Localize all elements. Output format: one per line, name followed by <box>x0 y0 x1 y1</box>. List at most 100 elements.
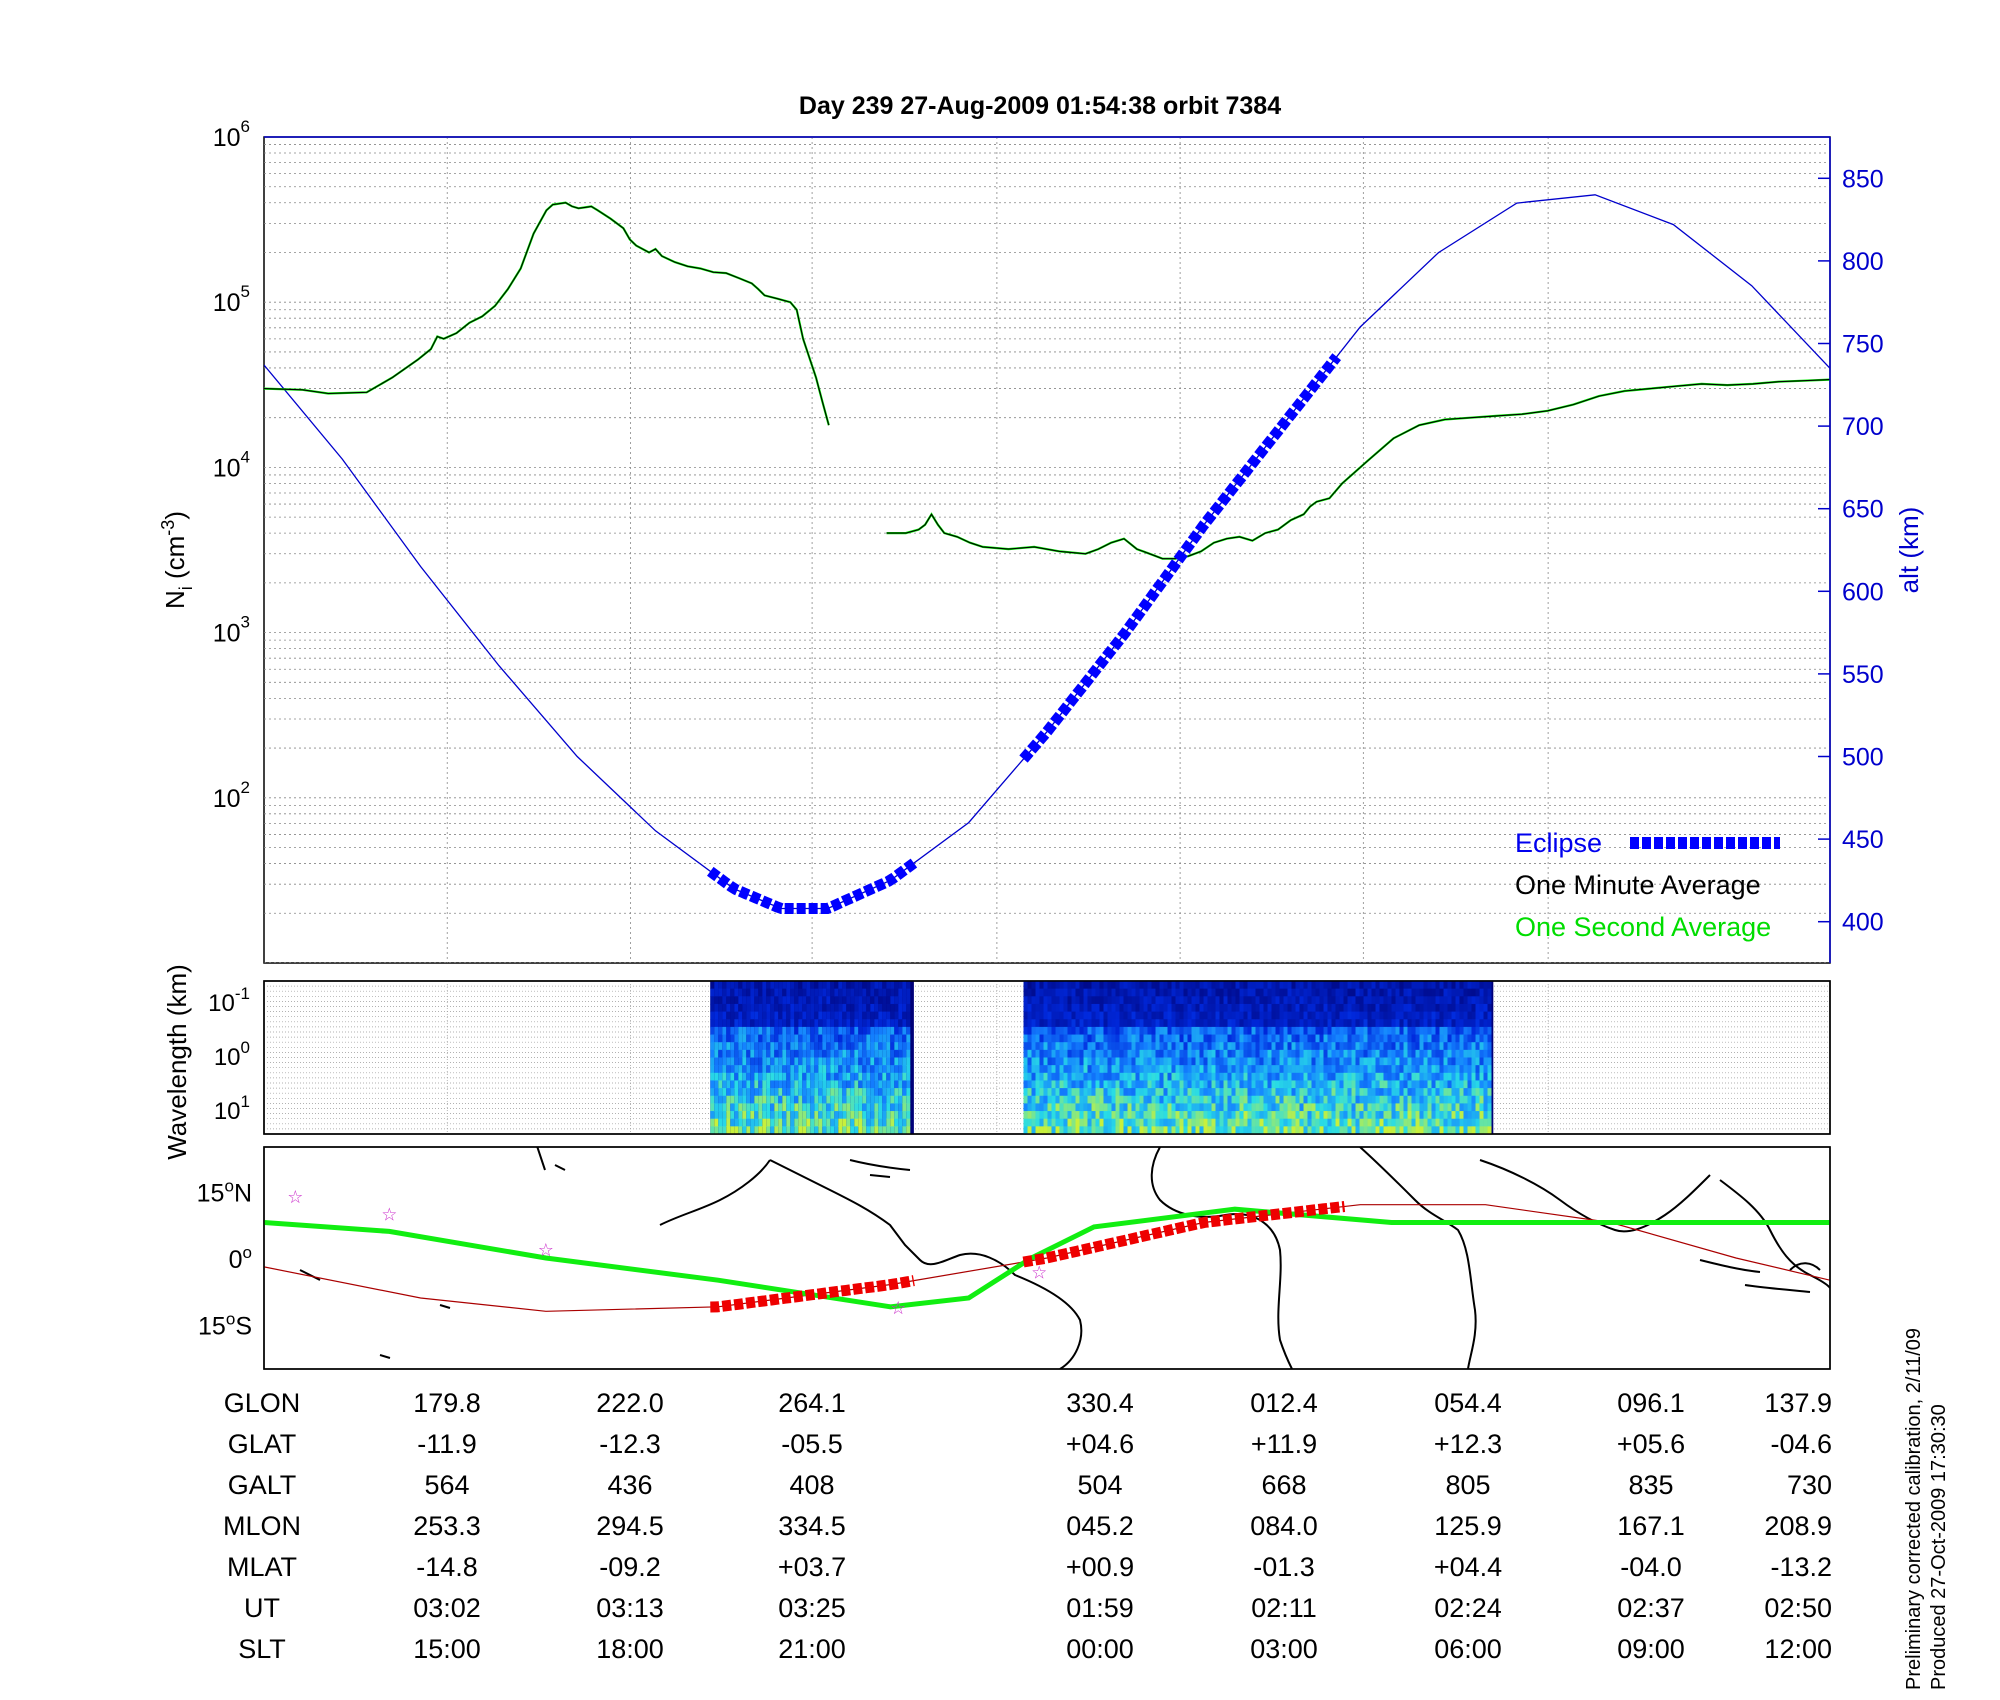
spectrogram-cell <box>902 1049 907 1058</box>
spectrogram-cell <box>1123 1088 1128 1097</box>
spectrogram-cell <box>1183 1103 1188 1112</box>
spectrogram-cell <box>742 1103 747 1112</box>
spectrogram-cell <box>1323 1111 1328 1120</box>
spectrogram-cell <box>1235 1103 1240 1112</box>
spectrogram-cell <box>1267 1080 1272 1089</box>
spectrogram-cell <box>1207 996 1212 1005</box>
spectrogram-cell <box>1383 1042 1388 1051</box>
spectrogram-cell <box>1235 981 1240 990</box>
spectrogram-cell <box>1091 1080 1096 1089</box>
spectrogram-cell <box>1195 988 1200 997</box>
spectrogram-cell <box>1219 1049 1224 1058</box>
spectrogram-cell <box>1311 1019 1316 1028</box>
spectrogram-cell <box>1095 1003 1100 1013</box>
spectrogram-cell <box>790 981 795 990</box>
spectrogram-cell <box>1403 1118 1408 1127</box>
spectrogram-cell <box>1423 988 1428 997</box>
spectrogram-cell <box>806 1034 811 1043</box>
spectrogram-cell <box>886 1080 891 1089</box>
spectrogram-cell <box>882 1095 887 1104</box>
spectrogram-cell <box>1079 1118 1084 1127</box>
spectrogram-cell <box>1099 1042 1104 1051</box>
spectrogram-cell <box>1179 1103 1184 1112</box>
spectrogram-cell <box>1127 1118 1132 1127</box>
spectrogram-cell <box>1487 1103 1492 1112</box>
spectrogram-cell <box>1175 1095 1180 1104</box>
spectrogram-cell <box>882 1049 887 1058</box>
spectrogram-cell <box>1259 1072 1264 1081</box>
spectrogram-cell <box>1035 1065 1040 1074</box>
spectrogram-cell <box>1055 1057 1060 1066</box>
spectrogram-cell <box>1355 1011 1360 1020</box>
spectrogram-cell <box>1131 1019 1136 1028</box>
spectrogram-cell <box>1111 981 1116 990</box>
spectrogram-cell <box>1059 1057 1064 1066</box>
spectrogram-cell <box>1099 988 1104 997</box>
spectrogram-cell <box>1183 1011 1188 1020</box>
spectrogram-cell <box>814 1072 819 1081</box>
spectrogram-cell <box>1263 1088 1268 1097</box>
spectrogram-cell <box>1247 1057 1252 1066</box>
spectrogram-cell <box>1299 1103 1304 1112</box>
spectrogram-cell <box>894 996 899 1005</box>
spectrogram-cell <box>1107 1126 1112 1134</box>
spectrogram-cell <box>1215 1065 1220 1074</box>
spectrogram-cell <box>906 988 911 997</box>
spectrogram-cell <box>1227 1111 1232 1120</box>
spectrogram-cell <box>1383 1126 1388 1134</box>
spectrogram-cell <box>1295 1003 1300 1013</box>
spectrogram-cell <box>810 1103 815 1112</box>
spectrogram-cell <box>766 1034 771 1043</box>
spectrogram-cell <box>1095 1072 1100 1081</box>
spectrogram-cell <box>1251 988 1256 997</box>
spectrogram-cell <box>1099 1011 1104 1020</box>
spectrogram-cell <box>1211 1088 1216 1097</box>
spectrogram-cell <box>1191 1019 1196 1028</box>
spectrogram-cell <box>1255 1034 1260 1043</box>
spectrogram-cell <box>1347 1065 1352 1074</box>
spectrogram-cell <box>1175 1088 1180 1097</box>
spectrogram-cell <box>1191 1049 1196 1058</box>
spectrogram-cell <box>1055 1019 1060 1028</box>
spectrogram-cell <box>1159 1011 1164 1020</box>
spectrogram-cell <box>786 1103 791 1112</box>
spectrogram-cell <box>1343 1095 1348 1104</box>
spectrogram-cell <box>1183 1049 1188 1058</box>
spectrogram-cell <box>1367 1026 1372 1036</box>
spectrogram-cell <box>1083 1049 1088 1058</box>
spectrogram-cell <box>1083 1103 1088 1112</box>
spectrogram-cell <box>1295 996 1300 1005</box>
spectrogram-cell <box>1339 981 1344 990</box>
spectrogram-cell <box>1443 1042 1448 1051</box>
spectrogram-cell <box>1087 1019 1092 1028</box>
spectrogram-cell <box>898 1103 903 1112</box>
spectrogram-cell <box>1311 1049 1316 1058</box>
spectrogram-cell <box>1139 1003 1144 1013</box>
spectrogram-cell <box>758 1111 763 1120</box>
spectrogram-cell <box>1327 1011 1332 1020</box>
spectrogram-cell <box>1451 1011 1456 1020</box>
spectrogram-cell <box>1487 1049 1492 1058</box>
spectrogram-cell <box>734 1011 739 1020</box>
spectrogram-cell <box>1471 1095 1476 1104</box>
spectrogram-cell <box>890 1072 895 1081</box>
spectrogram-cell <box>1167 1019 1172 1028</box>
spectrogram-cell <box>1391 1088 1396 1097</box>
spectrogram-cell <box>890 1111 895 1120</box>
spectrogram-cell <box>1475 1026 1480 1036</box>
spectrogram-cell <box>834 1111 839 1120</box>
spectrogram-cell <box>718 1049 723 1058</box>
spectrogram-cell <box>1111 1057 1116 1066</box>
spectrogram-cell <box>1155 1034 1160 1043</box>
spectrogram-cell <box>1247 1003 1252 1013</box>
spectrogram-cell <box>1091 1088 1096 1097</box>
spectrogram-cell <box>1339 1118 1344 1127</box>
spectrogram-cell <box>1455 1088 1460 1097</box>
spectrogram-cell <box>1043 1049 1048 1058</box>
spectrogram-cell <box>1103 1072 1108 1081</box>
spectrogram-cell <box>1451 1095 1456 1104</box>
star-marker-icon: ☆ <box>287 1187 303 1208</box>
spectrogram-cell <box>1171 988 1176 997</box>
spectrogram-cell <box>1055 1080 1060 1089</box>
spectrogram-cell <box>1311 1057 1316 1066</box>
